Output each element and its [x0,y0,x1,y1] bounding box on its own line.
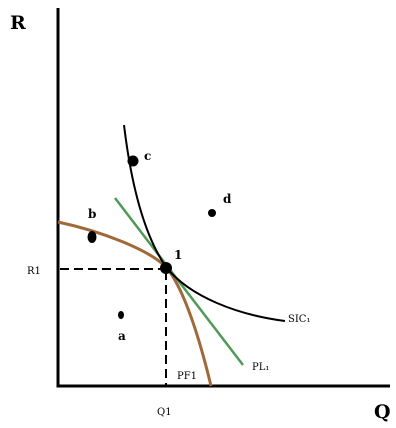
q1-tick-label: Q1 [157,407,172,418]
tangency-point-dot [160,262,172,274]
point-d-label: d [223,192,232,206]
pf-label: PF1 [177,371,197,382]
point-d-dot [208,209,216,217]
point-a-label: a [118,329,126,343]
point-b-dot [87,231,97,243]
r1-tick-label: R1 [27,266,41,277]
point-b-label: b [88,207,96,221]
point-c-label: c [144,149,151,163]
pf-curve [57,220,213,387]
y-axis-title: R [10,12,26,34]
point-c-dot [127,155,139,167]
sic-label: SIC₁ [288,314,310,325]
point-a-dot [118,311,124,319]
x-axis-title: Q [374,401,391,423]
pl-label: PL₁ [252,362,269,373]
tangency-point-label: 1 [174,248,182,262]
